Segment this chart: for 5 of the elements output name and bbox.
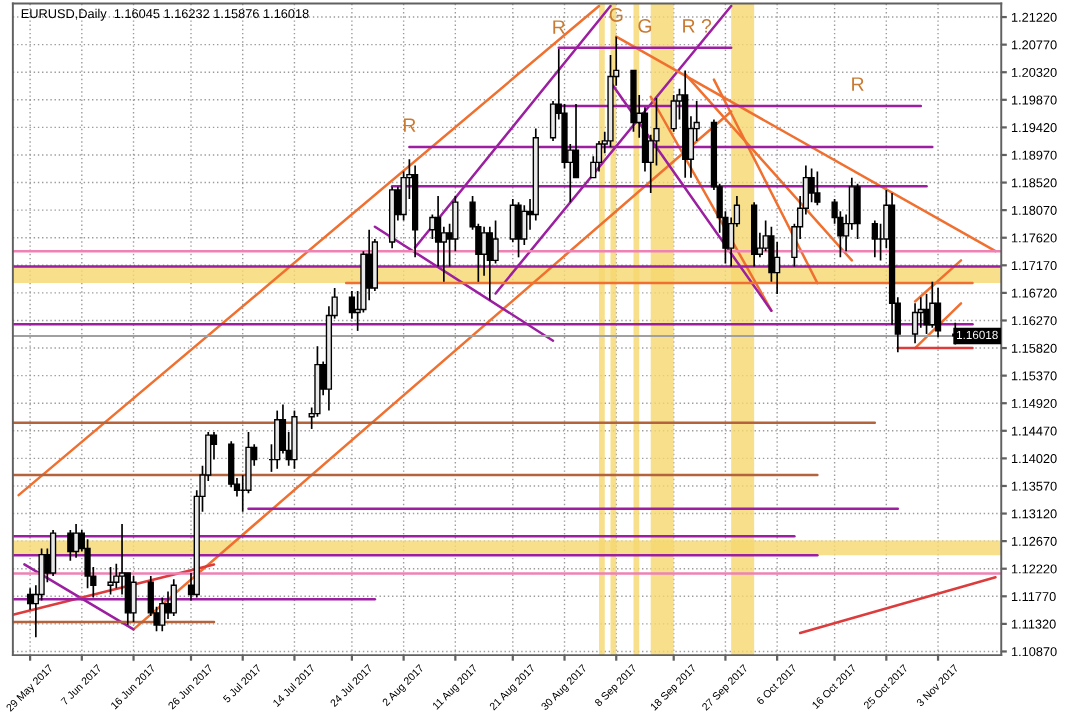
annotation: R <box>403 118 416 132</box>
annotation: R <box>553 20 565 34</box>
annotation: G <box>609 7 623 22</box>
annotation: R ? <box>683 18 712 33</box>
annotation: R <box>852 77 864 91</box>
